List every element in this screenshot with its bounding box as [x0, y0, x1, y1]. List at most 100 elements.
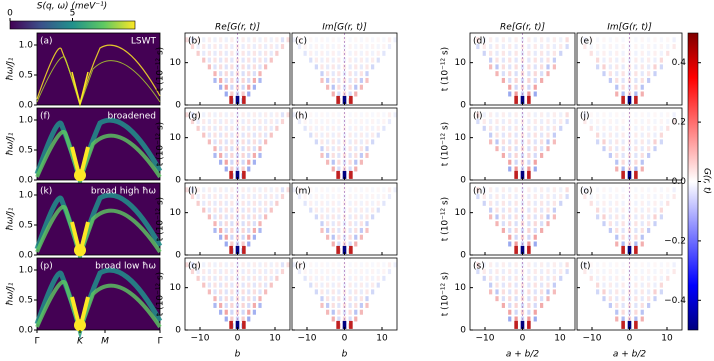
heatmap-cell: [508, 146, 512, 152]
heatmap-cell: [482, 275, 486, 281]
heatmap-cell: [659, 187, 663, 193]
heatmap-cell: [659, 119, 663, 125]
heatmap-cell: [634, 302, 638, 308]
heatmap-cell: [219, 187, 223, 193]
heatmap-cell: [258, 50, 262, 56]
heatmap-cell: [224, 146, 228, 152]
heatmap-cell: [615, 119, 619, 125]
heatmap-cell: [213, 275, 217, 281]
y-tick-label: 0: [175, 326, 181, 336]
heatmap-cell: [589, 50, 593, 56]
heatmap-cell: [393, 262, 397, 268]
heatmap-cell: [354, 132, 358, 138]
heatmap-cell: [207, 289, 211, 295]
heatmap-cell: [224, 262, 228, 268]
heatmap-cell: [219, 262, 223, 268]
heatmap-cell: [501, 269, 505, 275]
heatmap-cell: [202, 57, 206, 63]
heatmap-cell: [559, 275, 563, 281]
panel-label: (f): [40, 112, 50, 122]
heatmap-cell: [314, 139, 318, 145]
heatmap-cell: [252, 289, 256, 295]
heatmap-cell: [359, 159, 363, 165]
heatmap-cell: [354, 221, 358, 227]
heatmap-cell: [354, 37, 358, 43]
heatmap-cell: [354, 146, 358, 152]
heatmap-cell: [229, 95, 233, 104]
heatmap-cell: [596, 125, 600, 131]
heatmap-cell: [508, 139, 512, 145]
heatmap-cell: [258, 112, 262, 118]
heatmap-cell: [247, 166, 251, 172]
heatmap-cell: [565, 194, 569, 200]
heatmap-cell: [659, 269, 663, 275]
heatmap-cell: [659, 132, 663, 138]
heatmap-cell: [647, 302, 651, 308]
heatmap-cell: [264, 57, 268, 63]
heatmap-cell: [224, 194, 228, 200]
heatmap-cell: [640, 269, 644, 275]
heatmap-cell: [235, 262, 240, 268]
y-tick-label: 1.0: [19, 191, 34, 201]
heatmap-cell: [527, 112, 531, 118]
panel-label: (g): [188, 112, 201, 122]
heatmap-cell: [371, 119, 375, 125]
heatmap-cell: [320, 132, 324, 138]
heatmap-cell: [596, 139, 600, 145]
heatmap-cell: [365, 214, 369, 220]
heatmap-cell: [508, 309, 512, 315]
heatmap-cell: [230, 112, 234, 118]
heatmap-cell: [331, 221, 335, 227]
heatmap-cell: [280, 112, 285, 118]
heatmap-cell: [219, 64, 223, 70]
heatmap-cell: [258, 221, 262, 227]
heatmap-cell: [653, 44, 657, 50]
heatmap-cell: [224, 71, 228, 77]
y-axis-label: t (10⁻¹² s): [156, 272, 166, 316]
heatmap-cell: [359, 119, 363, 125]
heatmap-cell: [666, 119, 670, 125]
heatmap-cell: [666, 44, 670, 50]
heatmap-cell: [230, 262, 234, 268]
heatmap-cell: [219, 194, 223, 200]
heatmap-cell: [540, 221, 544, 227]
heatmap-cell: [348, 112, 352, 118]
y-axis-label: t (10⁻¹² s): [441, 47, 451, 91]
y-tick-label: 0.5: [19, 296, 33, 306]
y-axis-label: ħω/J₁: [6, 132, 16, 155]
heatmap-cell: [235, 170, 240, 179]
y-tick-label: 10: [170, 208, 182, 218]
heatmap-cell: [634, 77, 638, 83]
heatmap-cell: [540, 269, 544, 275]
heatmap-cell: [348, 91, 352, 97]
heatmap-cell: [365, 139, 369, 145]
dispersion: [35, 129, 162, 187]
heatmap-cell: [314, 132, 318, 138]
heatmap-cell: [219, 146, 223, 152]
heatmap-cell: [337, 152, 341, 158]
heatmap-cell: [501, 187, 505, 193]
heatmap-cell: [264, 44, 268, 50]
heatmap-cell: [348, 207, 352, 213]
heatmap-cell: [371, 125, 375, 131]
heatmap-cell: [207, 112, 211, 118]
heatmap-cell: [309, 125, 313, 131]
heatmap-cell: [258, 64, 262, 70]
heatmap-cell: [640, 309, 644, 315]
heatmap-cell: [348, 132, 352, 138]
heatmap-cell: [520, 95, 525, 104]
heatmap-cell: [546, 221, 550, 227]
heatmap-cell: [640, 71, 644, 77]
heatmap-cell: [241, 146, 245, 152]
heatmap-cell: [230, 296, 234, 302]
x-tick-label: −10: [476, 334, 495, 344]
heatmap-cell: [224, 77, 228, 83]
heatmap-cell: [527, 214, 531, 220]
heatmap-cell: [621, 159, 625, 165]
heatmap-cell: [354, 84, 358, 90]
heatmap-cell: [269, 187, 273, 193]
heatmap-cell: [615, 227, 619, 233]
heatmap-cell: [583, 194, 587, 200]
heatmap-cell: [602, 119, 606, 125]
heatmap-cell: [508, 282, 512, 288]
